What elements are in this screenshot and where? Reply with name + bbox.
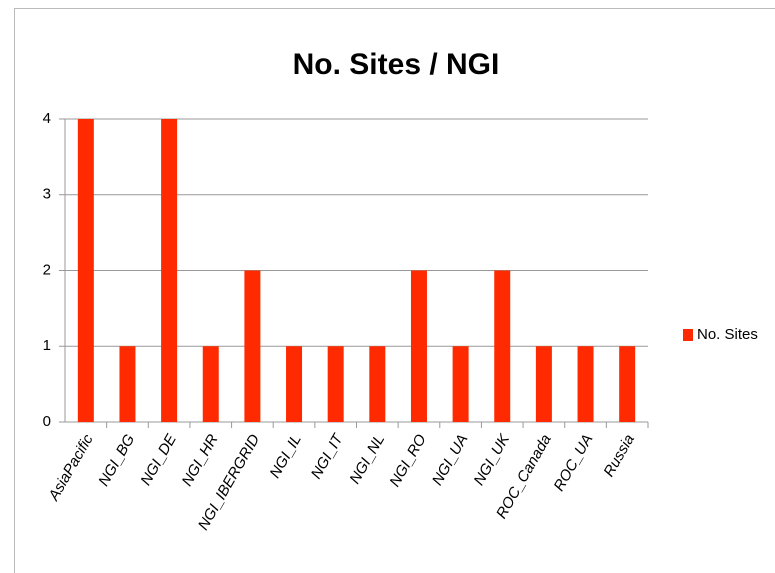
bar [619,346,636,422]
bar [202,346,219,422]
x-tick-label: AsiaPacific [45,431,97,504]
x-tick-label: NGI_UA [429,431,472,488]
x-tick-label: NGI_DE [137,431,180,489]
x-tick-label: NGI_BG [95,431,138,489]
x-tick-label: NGI_IT [308,430,348,482]
legend-label: No. Sites [697,326,758,343]
x-tick-label: ROC_UA [550,431,596,494]
bar [244,270,261,422]
y-tick-label: 2 [43,261,51,278]
x-tick-label: NGI_RO [386,431,430,490]
bar [77,119,94,422]
bar [327,346,344,422]
bar [119,346,136,422]
x-tick-label: NGI_NL [346,431,388,486]
y-tick-label: 1 [43,337,51,354]
y-tick-label: 4 [43,110,51,127]
bar [161,119,178,422]
x-tick-label: NGI_UK [470,431,513,489]
bar [410,270,427,422]
y-tick-label: 0 [43,413,51,430]
bar [494,270,511,422]
bar [369,346,386,422]
bar [452,346,469,422]
x-tick-label: NGI_HR [179,431,222,489]
bar [286,346,303,422]
frame [14,8,775,573]
bar [577,346,594,422]
chart-title: No. Sites / NGI [293,48,500,81]
x-tick-label: NGI_IL [266,431,304,481]
y-tick-label: 3 [43,186,51,203]
legend-swatch [683,329,693,341]
x-tick-label: Russia [600,431,638,479]
bar [535,346,552,422]
